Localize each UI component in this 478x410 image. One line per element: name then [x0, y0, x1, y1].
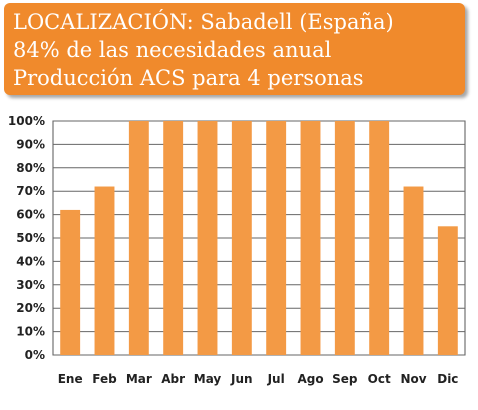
monthly-coverage-bar-chart: 0% 10% 20% 30% 40% 50% 60% 70% 80% 90% 100% Ene Feb M… — [8, 114, 466, 386]
bar-ago — [300, 121, 321, 355]
production-subtitle: Producción ACS para 4 personas — [13, 66, 364, 90]
chart-header-banner: LOCALIZACIÓN: Sabadell (España) 84% de l… — [4, 3, 465, 95]
bar-nov — [403, 186, 424, 355]
bar-dic — [437, 226, 458, 355]
x-tick-label: May — [194, 372, 222, 386]
x-tick-label: Sep — [332, 372, 358, 386]
y-tick-label: 0% — [25, 348, 45, 362]
x-tick-label: Oct — [368, 372, 391, 386]
y-tick-label: 10% — [16, 325, 45, 339]
x-tick-label: Feb — [92, 372, 117, 386]
y-tick-label: 30% — [16, 278, 45, 292]
x-tick-label: Jul — [267, 372, 285, 386]
y-tick-label: 90% — [16, 137, 45, 151]
y-tick-label: 100% — [8, 114, 45, 128]
y-tick-label: 20% — [16, 301, 45, 315]
bar-abr — [163, 121, 184, 355]
coverage-subtitle: 84% de las necesidades anual — [13, 38, 332, 62]
y-tick-label: 50% — [16, 231, 45, 245]
bar-mar — [128, 121, 149, 355]
x-tick-label: Ene — [58, 372, 83, 386]
x-tick-label: Nov — [400, 372, 426, 386]
bar-jul — [266, 121, 287, 355]
x-tick-label: Ago — [297, 372, 323, 386]
location-title: LOCALIZACIÓN: Sabadell (España) — [13, 10, 394, 34]
x-tick-label: Dic — [437, 372, 458, 386]
x-tick-label: Mar — [126, 372, 152, 386]
bar-sep — [334, 121, 355, 355]
x-tick-label: Abr — [161, 372, 185, 386]
bar-may — [197, 121, 218, 355]
y-tick-label: 40% — [16, 254, 45, 268]
bar-jun — [231, 121, 252, 355]
bar-oct — [369, 121, 390, 355]
bar-ene — [60, 209, 81, 355]
bar-feb — [94, 186, 115, 355]
y-tick-label: 60% — [16, 208, 45, 222]
y-tick-label: 70% — [16, 184, 45, 198]
x-tick-label: Jun — [230, 372, 253, 386]
y-tick-label: 80% — [16, 161, 45, 175]
